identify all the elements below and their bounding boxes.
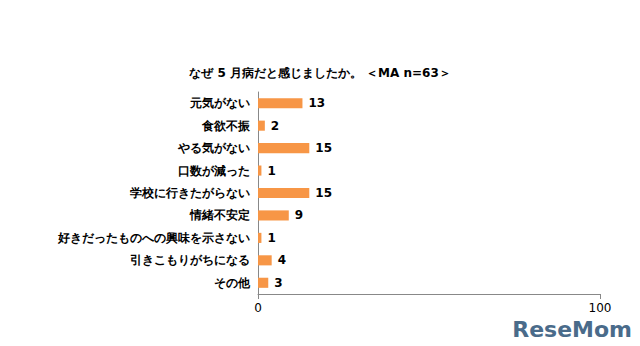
svg-text:15: 15: [315, 141, 332, 155]
svg-text:なぜ 5 月病だと感じましたか。 ＜MA n=63＞: なぜ 5 月病だと感じましたか。 ＜MA n=63＞: [189, 66, 451, 80]
svg-text:好きだったものへの興味を示さない: 好きだったものへの興味を示さない: [57, 231, 250, 245]
svg-text:1: 1: [267, 231, 275, 245]
svg-text:4: 4: [278, 253, 286, 267]
svg-text:13: 13: [308, 96, 325, 110]
svg-text:9: 9: [295, 208, 303, 222]
svg-text:15: 15: [315, 186, 332, 200]
svg-text:元気がない: 元気がない: [189, 96, 250, 110]
svg-text:ReseMom: ReseMom: [512, 317, 632, 342]
svg-text:0: 0: [254, 301, 262, 315]
svg-text:その他: その他: [214, 276, 251, 290]
svg-text:学校に行きたがらない: 学校に行きたがらない: [130, 186, 250, 200]
svg-text:3: 3: [274, 276, 282, 290]
svg-text:2: 2: [271, 119, 279, 133]
svg-text:食欲不振: 食欲不振: [201, 119, 251, 133]
svg-text:やる気がない: やる気がない: [177, 141, 250, 155]
svg-text:情緒不安定: 情緒不安定: [189, 208, 250, 222]
svg-text:引きこもりがちになる: 引きこもりがちになる: [130, 253, 250, 267]
svg-text:1: 1: [267, 164, 275, 178]
svg-text:100: 100: [589, 301, 612, 315]
svg-text:口数が減った: 口数が減った: [178, 164, 250, 178]
